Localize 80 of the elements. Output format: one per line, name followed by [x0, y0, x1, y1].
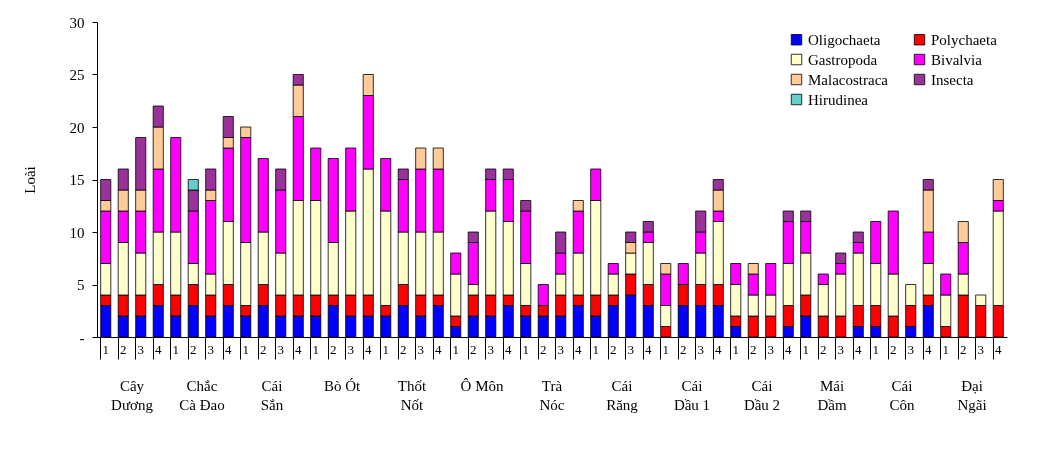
x-tick-label: 4: [435, 341, 442, 357]
x-tick-label: 4: [925, 341, 932, 357]
x-tick-label: 1: [312, 341, 319, 357]
x-tick-label: 4: [715, 341, 722, 357]
x-tick-label: 2: [890, 341, 897, 357]
legend-label: Insecta: [931, 71, 974, 88]
text: Cái Răng: [606, 378, 639, 413]
x-tick-label: 3: [627, 341, 634, 357]
x-tick-label: 1: [662, 341, 669, 357]
y-tick-label: 25: [69, 67, 85, 83]
text: Cái Sắn: [260, 378, 284, 413]
y-tick-label: -: [79, 329, 85, 346]
text: Bò Ót: [323, 378, 361, 394]
text: Cái Dầu 1: [673, 378, 711, 413]
y-tick-label: 10: [69, 224, 85, 241]
x-tick-label: 3: [277, 341, 284, 357]
x-tick-label: 2: [540, 341, 547, 357]
y-tick-label: 30: [69, 14, 85, 31]
x-tick-label: 2: [680, 341, 687, 357]
x-tick-label: 1: [872, 341, 879, 357]
legend-label: Oligochaeta: [808, 31, 881, 48]
x-tick-label: 1: [802, 341, 809, 357]
x-tick-label: 2: [470, 341, 477, 357]
text: Chắc Cà Đao: [179, 378, 225, 413]
x-tick-label: 3: [767, 341, 774, 357]
x-tick-label: 4: [785, 341, 792, 357]
legend-label: Gastropoda: [808, 51, 878, 68]
text: Mái Dầm: [817, 378, 847, 413]
x-tick-label: 4: [995, 341, 1002, 357]
x-tick-label: 4: [575, 341, 582, 357]
x-tick-label: 1: [592, 341, 599, 357]
x-tick-label: 4: [155, 341, 162, 357]
x-tick-label: 4: [505, 341, 512, 357]
x-tick-label: 4: [645, 341, 652, 357]
legend-label: Bivalvia: [931, 51, 983, 68]
x-tick-label: 2: [120, 341, 127, 357]
x-tick-label: 2: [750, 341, 757, 357]
x-tick-label: 1: [942, 341, 949, 357]
x-tick-label: 3: [907, 341, 914, 357]
x-tick-label: 2: [960, 341, 967, 357]
text: Cái Dầu 2: [743, 378, 781, 413]
x-tick-label: 3: [417, 341, 424, 357]
x-tick-label: 2: [610, 341, 617, 357]
x-tick-label: 3: [697, 341, 704, 357]
text: Thốt Nốt: [397, 378, 427, 413]
x-tick-label: 2: [820, 341, 827, 357]
text: Cái Côn: [889, 378, 915, 413]
x-tick-label: 4: [225, 341, 232, 357]
x-tick-label: 4: [295, 341, 302, 357]
x-tick-label: 3: [347, 341, 354, 357]
x-tick-label: 3: [207, 341, 214, 357]
x-tick-label: 2: [260, 341, 267, 357]
x-tick-label: 1: [172, 341, 179, 357]
x-tick-label: 3: [837, 341, 844, 357]
x-tick-label: 2: [190, 341, 197, 357]
x-tick-label: 3: [977, 341, 984, 357]
y-tick-label: 20: [69, 119, 85, 136]
x-tick-label: 1: [732, 341, 739, 357]
x-tick-label: 1: [242, 341, 249, 357]
x-tick-label: 2: [400, 341, 407, 357]
text: Cây Dương: [111, 378, 154, 413]
x-tick-label: 4: [855, 341, 862, 357]
x-tick-label: 2: [330, 341, 337, 357]
text: Đại Ngãi: [957, 378, 987, 413]
x-tick-label: 3: [137, 341, 144, 357]
x-tick-label: 1: [382, 341, 389, 357]
text: Ô Môn: [460, 378, 504, 394]
x-tick-label: 1: [452, 341, 459, 357]
legend-label: Hirudinea: [808, 91, 869, 108]
y-tick-label: 5: [77, 277, 85, 293]
x-tick-label: 1: [102, 341, 109, 357]
x-tick-label: 4: [365, 341, 372, 357]
y-tick-label: 15: [69, 172, 85, 188]
y-axis-title: Loài: [21, 166, 38, 194]
text: Trà Nóc: [539, 378, 565, 413]
legend-label: Polychaeta: [931, 31, 998, 48]
x-tick-label: 3: [487, 341, 494, 357]
legend-label: Malacostraca: [808, 71, 889, 88]
x-tick-label: 3: [557, 341, 564, 357]
x-tick-label: 1: [522, 341, 529, 357]
